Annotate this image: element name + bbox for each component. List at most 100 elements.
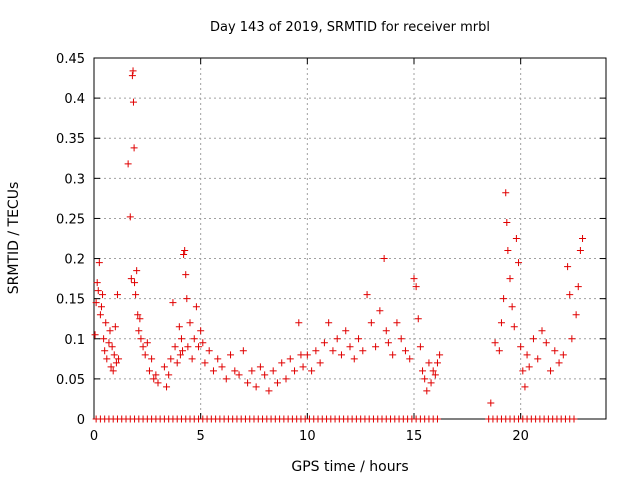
data-point [154,379,162,387]
data-point [235,371,243,379]
data-point [113,291,121,299]
data-point [525,363,533,371]
data-point [504,247,512,255]
data-point [163,383,171,391]
data-point [190,335,198,343]
data-point [495,347,503,355]
data-point [502,189,510,197]
data-point [393,319,401,327]
data-point [521,383,529,391]
data-point [183,295,191,303]
data-point [503,218,511,226]
data-point [312,347,320,355]
data-point [363,291,371,299]
data-point [192,303,200,311]
data-point [346,343,354,351]
data-point [171,343,179,351]
data-point [410,275,418,283]
y-axis-label: SRMTID / TECUs [6,182,22,295]
data-point [412,283,420,291]
data-point [124,160,132,168]
data-point [329,347,337,355]
data-point [95,259,103,267]
data-point [184,343,192,351]
data-point [359,347,367,355]
data-point [517,343,525,351]
y-tick-label: 0.25 [56,212,85,227]
x-tick-label: 0 [90,429,98,444]
data-point [214,355,222,363]
data-point [389,351,397,359]
data-point [130,144,138,152]
x-tick-label: 5 [197,429,205,444]
data-point [110,351,118,359]
data-point [512,235,520,242]
data-point [101,347,109,355]
data-point [542,339,550,347]
data-point [107,363,115,371]
data-point [579,235,587,242]
y-tick-label: 0.2 [64,253,85,268]
y-tick-label: 0.15 [56,293,85,308]
data-point [397,335,405,343]
data-point [160,363,168,371]
data-point [195,343,203,351]
data-point [92,299,100,307]
data-point [173,359,181,367]
data-point [436,351,444,359]
data-point-zero [433,415,441,423]
data-point [97,303,105,311]
data-point [231,367,239,375]
data-point [261,371,269,379]
data-point [102,319,110,327]
data-point [176,351,184,359]
data-point [94,287,102,295]
data-point [538,327,546,335]
data-point [423,387,431,395]
data-point [143,339,151,347]
data-point [342,327,350,335]
x-axis: 0 5 10 15 20 [90,58,529,444]
data-point [367,319,375,327]
y-tick-label: 0 [77,413,85,428]
data-point [355,335,363,343]
data-point [291,367,299,375]
data-point [286,355,294,363]
data-point [523,351,531,359]
data-point [491,339,499,347]
data-point [165,371,173,379]
data-point [273,379,281,387]
y-axis: 0 0.05 0.1 0.15 0.2 0.25 0.3 0.35 0.4 0.45 [56,52,606,428]
data-point [295,319,303,327]
data-point [227,351,235,359]
data-point [414,315,422,323]
data-point [576,247,584,255]
data-point [380,255,388,263]
data-point [111,323,119,331]
data-point [103,355,111,363]
data-point [429,367,437,375]
data-point [256,363,264,371]
data-point [188,355,196,363]
data-point [115,355,123,363]
data-point [201,359,209,367]
data-point [278,359,286,367]
data-point [129,67,137,75]
data-point [96,311,104,319]
data-point [529,335,537,343]
data-point [376,307,384,315]
data-point [382,327,390,335]
data-point [333,335,341,343]
data-point [510,323,518,331]
data-point [320,339,328,347]
data-point [401,347,409,355]
data-point [131,279,139,287]
data-point [325,319,333,327]
data-point [136,315,144,323]
data-point [186,319,194,327]
data-point [248,367,256,375]
data-point [303,351,311,359]
data-point [100,335,108,343]
data-point [93,279,101,287]
data-point [308,367,316,375]
